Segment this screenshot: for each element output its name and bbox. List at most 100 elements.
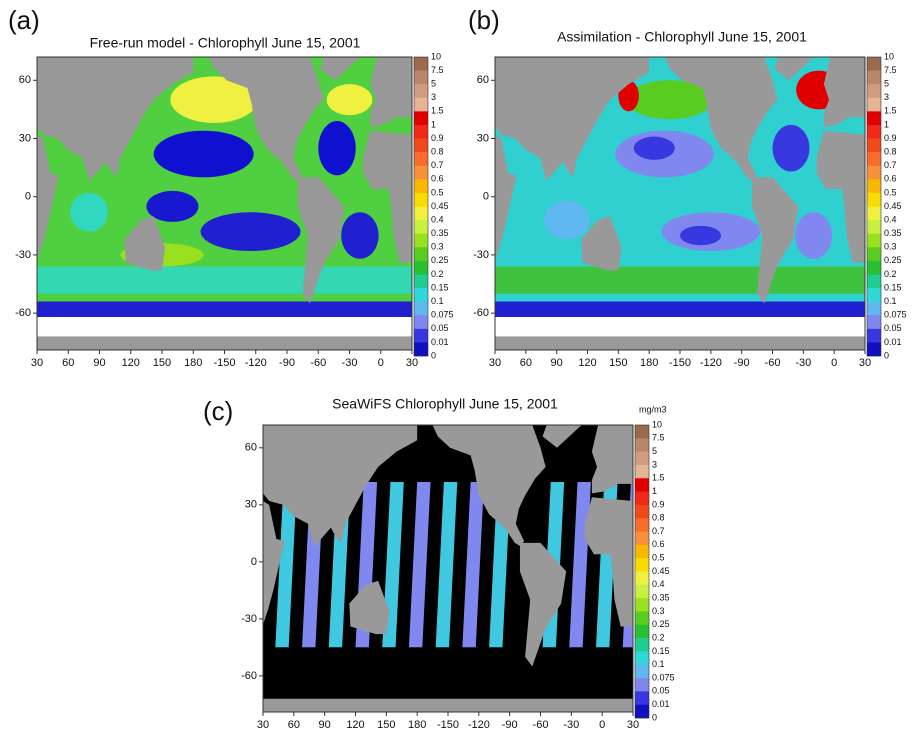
colorbar-swatch [635, 425, 649, 439]
colorbar-label: 1.5 [884, 106, 897, 116]
x-tick-label: 150 [377, 719, 395, 731]
colorbar-swatch [414, 220, 428, 234]
colorbar-label: 0.075 [431, 310, 454, 320]
colorbar-swatch [635, 705, 649, 719]
x-tick-label: 60 [288, 719, 300, 731]
colorbar-label: 0.05 [652, 686, 670, 696]
colorbar-label: 0.5 [652, 553, 665, 563]
colorbar-label: 5 [431, 79, 436, 89]
y-tick-label: 30 [477, 132, 489, 144]
ocean-region [341, 212, 379, 259]
x-tick-label: 30 [627, 719, 639, 731]
colorbar-label: 1 [884, 119, 889, 129]
colorbar-label: 0.9 [431, 133, 444, 143]
ocean-region [634, 137, 675, 160]
colorbar-swatch [867, 179, 881, 193]
y-tick-label: 0 [483, 191, 489, 203]
y-tick-label: 30 [19, 132, 31, 144]
x-tick-label: 180 [184, 357, 202, 369]
y-tick-label: -60 [473, 307, 489, 319]
colorbar-swatch [867, 125, 881, 139]
y-tick-label: -30 [473, 249, 489, 261]
x-tick-label: -30 [563, 719, 579, 731]
colorbar-label: 0.075 [652, 672, 675, 682]
antarctica [37, 336, 412, 350]
colorbar-swatch [414, 71, 428, 85]
colorbar-label: 0.5 [431, 187, 444, 197]
colorbar-label: 0 [431, 350, 436, 360]
colorbar-swatch [414, 139, 428, 153]
colorbar-swatch [867, 247, 881, 261]
colorbar-swatch [635, 492, 649, 506]
panel-title: Free-run model - Chlorophyll June 15, 20… [90, 35, 361, 51]
x-tick-label: -120 [245, 357, 267, 369]
colorbar-label: 0.8 [652, 513, 665, 523]
colorbar-swatch [414, 274, 428, 288]
panel-label: (b) [468, 5, 500, 35]
colorbar-swatch [867, 207, 881, 221]
colorbar-swatch [414, 207, 428, 221]
colorbar-swatch [635, 518, 649, 532]
ocean-region [154, 131, 254, 178]
ocean-region [773, 125, 810, 172]
colorbar-swatch [414, 166, 428, 180]
colorbar-label: 5 [652, 446, 657, 456]
x-tick-label: 180 [640, 357, 658, 369]
colorbar-label: 0.8 [884, 147, 897, 157]
colorbar-label: 0.45 [431, 201, 449, 211]
colorbar-label: 0.4 [652, 579, 665, 589]
land [824, 57, 865, 127]
colorbar-label: 0.25 [884, 255, 902, 265]
y-tick-label: 60 [477, 74, 489, 86]
x-tick-label: 90 [319, 719, 331, 731]
x-tick-label: 60 [520, 357, 532, 369]
colorbar-swatch [414, 98, 428, 112]
colorbar-label: 0.15 [884, 282, 902, 292]
colorbar-label: 0.6 [884, 174, 897, 184]
x-tick-label: 150 [609, 357, 627, 369]
colorbar-label: 0.8 [431, 147, 444, 157]
antarctica [495, 336, 865, 350]
colorbar-swatch [867, 139, 881, 153]
colorbar-swatch [414, 329, 428, 343]
land [370, 57, 412, 127]
colorbar-label: 3 [652, 459, 657, 469]
colorbar-swatch [414, 111, 428, 125]
x-tick-label: 0 [831, 357, 837, 369]
x-tick-label: 30 [31, 357, 43, 369]
x-tick-label: 150 [153, 357, 171, 369]
colorbar-label: 0.35 [884, 228, 902, 238]
panel-label: (c) [203, 396, 233, 426]
colorbar-label: 0.3 [884, 242, 897, 252]
land [592, 425, 633, 493]
x-tick-label: -120 [700, 357, 722, 369]
unit-label: mg/m3 [639, 404, 667, 414]
x-tick-label: -90 [734, 357, 750, 369]
colorbar-swatch [635, 438, 649, 452]
y-tick-label: -60 [241, 670, 257, 682]
colorbar-swatch [414, 84, 428, 98]
colorbar-swatch [635, 558, 649, 572]
x-tick-label: -60 [533, 719, 549, 731]
colorbar-swatch [867, 84, 881, 98]
colorbar-label: 0.2 [431, 269, 444, 279]
colorbar-label: 10 [431, 51, 441, 61]
x-tick-label: -60 [765, 357, 781, 369]
x-tick-label: -30 [342, 357, 358, 369]
y-tick-label: 60 [245, 442, 257, 454]
colorbar-label: 0.075 [884, 310, 907, 320]
colorbar-label: 0.1 [431, 296, 444, 306]
colorbar-swatch [414, 247, 428, 261]
colorbar-swatch [414, 234, 428, 248]
colorbar-swatch [635, 532, 649, 546]
colorbar-swatch [867, 166, 881, 180]
colorbar-label: 0.4 [431, 214, 444, 224]
panel-title: Assimilation - Chlorophyll June 15, 2001 [557, 29, 807, 45]
x-tick-label: 120 [122, 357, 140, 369]
colorbar-label: 3 [431, 92, 436, 102]
colorbar-swatch [867, 329, 881, 343]
colorbar-label: 0.1 [884, 296, 897, 306]
colorbar-swatch [867, 98, 881, 112]
colorbar-label: 0.05 [884, 323, 902, 333]
colorbar-label: 0.15 [431, 282, 449, 292]
